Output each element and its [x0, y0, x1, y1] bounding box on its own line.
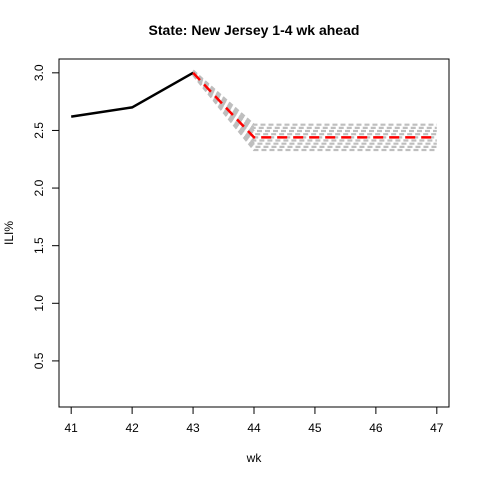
observed-series-line [71, 71, 194, 118]
x-tick-label: 44 [247, 421, 261, 435]
y-tick-label: 3.0 [32, 64, 46, 81]
uncertainty-band-line [192, 70, 437, 130]
uncertainty-band-line [192, 73, 437, 148]
y-tick-label: 2.0 [32, 179, 46, 196]
y-tick-label: 0.5 [32, 352, 46, 369]
x-tick-label: 43 [186, 421, 200, 435]
uncertainty-band-line [192, 70, 437, 133]
uncertainty-band-line [192, 71, 437, 136]
uncertainty-band [192, 69, 437, 152]
plot-frame [58, 58, 450, 408]
x-axis-label: wk [246, 451, 263, 465]
x-tick-label: 41 [65, 421, 79, 435]
uncertainty-band-line [192, 72, 437, 142]
uncertainty-band-line [192, 72, 437, 139]
uncertainty-band-line [192, 73, 437, 145]
x-axis: 41 42 43 44 45 46 47 [65, 406, 444, 435]
y-tick-label: 1.5 [32, 237, 46, 254]
x-tick-label: 45 [308, 421, 322, 435]
x-tick-label: 47 [430, 421, 444, 435]
series-layer [71, 71, 437, 139]
y-tick-label: 2.5 [32, 122, 46, 139]
forecast-series-line [192, 71, 437, 139]
y-tick-label: 1.0 [32, 295, 46, 312]
x-tick-label: 46 [369, 421, 383, 435]
uncertainty-band-line [192, 74, 437, 152]
x-tick-label: 42 [125, 421, 139, 435]
chart-title: State: New Jersey 1-4 wk ahead [149, 22, 360, 38]
y-axis-label: ILI% [2, 221, 16, 245]
y-axis: 0.5 1.0 1.5 2.0 2.5 3.0 [32, 64, 60, 369]
